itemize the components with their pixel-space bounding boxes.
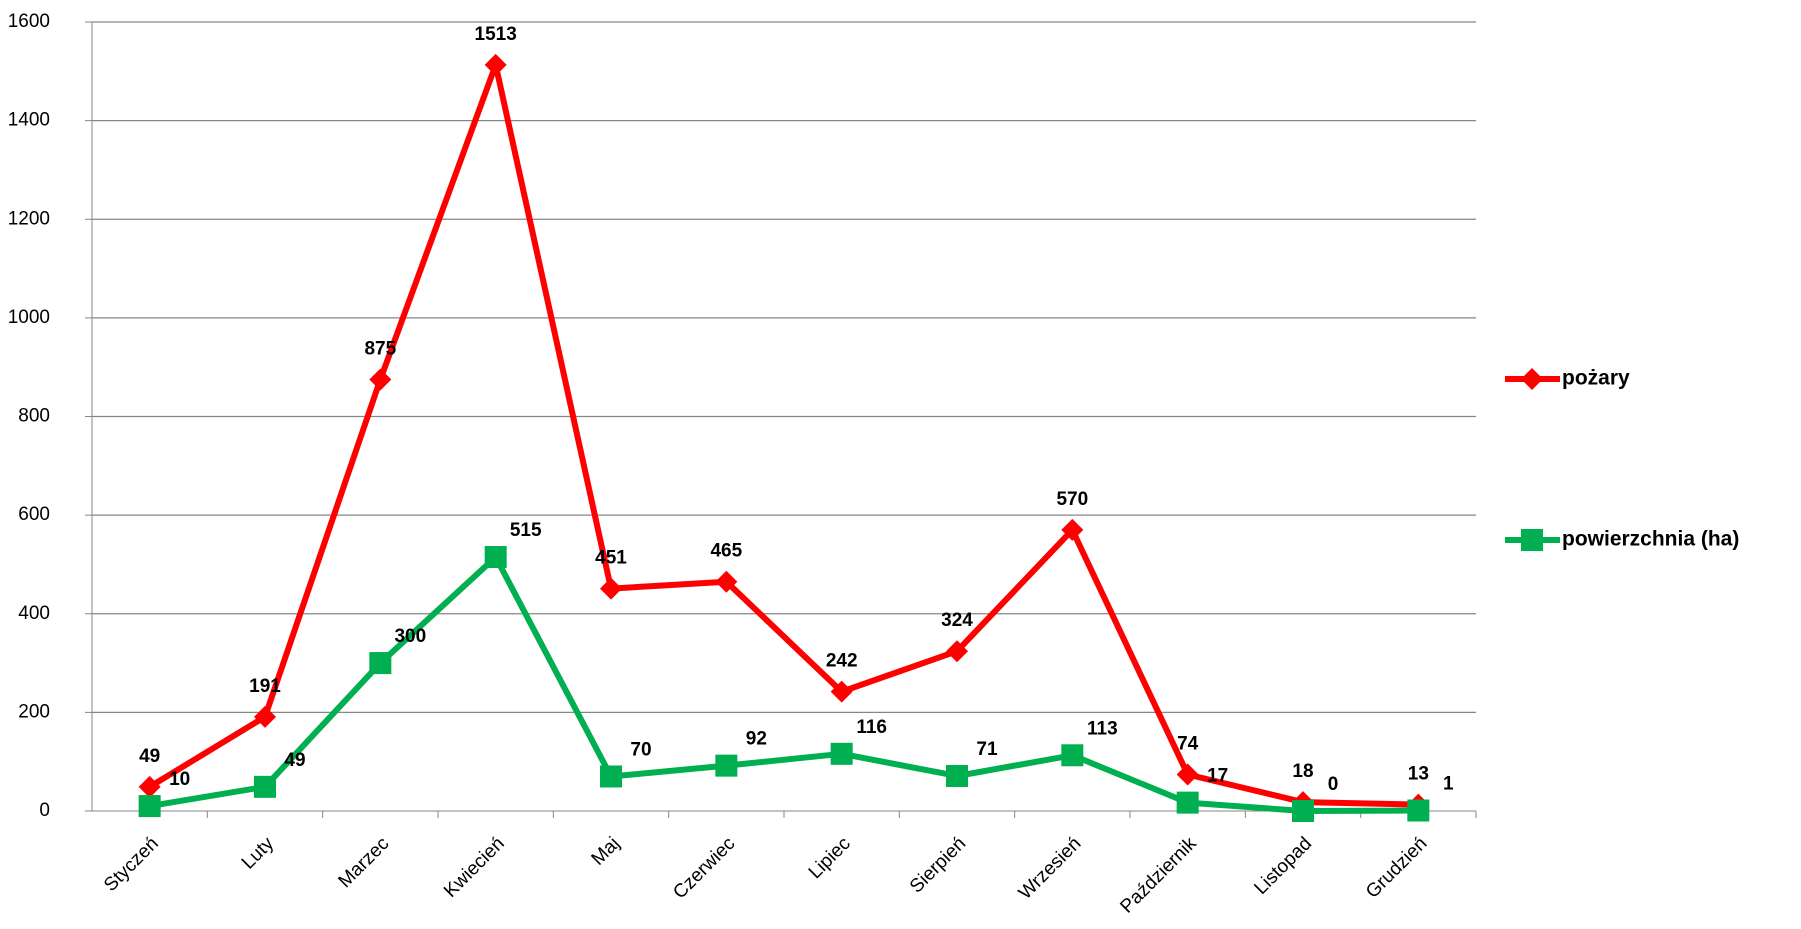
data-label: 116 (856, 717, 887, 738)
x-tick-label: Kwiecień (440, 833, 509, 902)
data-point (1521, 529, 1543, 551)
data-label: 1 (1443, 774, 1454, 795)
y-tick-label: 1200 (8, 208, 50, 229)
x-tick-label: Styczeń (100, 833, 163, 896)
x-tick-label: Wrzesień (1015, 833, 1086, 904)
data-point (254, 705, 276, 728)
data-label: 70 (630, 739, 651, 760)
data-point (600, 577, 622, 600)
data-point (138, 795, 161, 818)
data-label: 875 (364, 339, 396, 360)
data-label: 49 (284, 750, 305, 771)
data-point (715, 754, 738, 777)
line (148, 61, 1419, 808)
x-tick-label: Listopad (1250, 833, 1316, 899)
data-label: 242 (826, 651, 858, 672)
data-label: 465 (710, 541, 742, 562)
data-label: 324 (941, 610, 973, 631)
data-label: 191 (249, 676, 281, 697)
x-tick-label: Grudzień (1362, 833, 1431, 902)
data-point (1061, 744, 1084, 767)
x-tick-label: Luty (238, 833, 279, 874)
data-label: 13 (1408, 764, 1429, 785)
data-point (484, 53, 507, 76)
data-point (138, 775, 161, 798)
x-tick-label: Maj (588, 833, 625, 870)
data-label: 570 (1056, 489, 1088, 510)
y-tick-label: 600 (18, 504, 50, 525)
data-point (830, 742, 853, 765)
x-tick-label: Sierpień (906, 833, 970, 897)
y-tick-label: 400 (18, 603, 50, 624)
data-point (1292, 800, 1314, 822)
data-label: 1513 (475, 24, 517, 45)
data-label: 0 (1328, 774, 1339, 795)
data-point (1521, 368, 1543, 390)
x-tick-label: Marzec (335, 833, 394, 892)
data-point (369, 652, 392, 675)
data-point (600, 765, 622, 788)
data-label: 451 (595, 548, 627, 569)
x-tick-label: Czerwiec (669, 833, 739, 903)
data-label: 515 (510, 520, 542, 541)
y-tick-label: 1400 (8, 110, 50, 131)
data-label: 300 (394, 626, 426, 647)
data-label: 10 (169, 769, 190, 790)
data-point (254, 775, 276, 798)
data-label: 18 (1292, 761, 1313, 782)
data-label: 113 (1087, 718, 1118, 739)
data-point (369, 368, 392, 391)
data-point (715, 570, 738, 593)
y-tick-label: 800 (18, 406, 50, 427)
data-label: 92 (746, 729, 767, 750)
data-label: 49 (139, 746, 160, 767)
y-tick-label: 200 (18, 701, 50, 722)
y-tick-label: 1600 (8, 11, 50, 32)
data-label: 17 (1207, 766, 1228, 787)
data-point (1061, 518, 1084, 541)
y-tick-label: 1000 (8, 307, 50, 328)
data-point (1407, 799, 1430, 822)
y-tick-label: 0 (39, 800, 50, 821)
data-point (1176, 791, 1199, 814)
data-label: 71 (976, 739, 998, 760)
data-point (1176, 763, 1199, 786)
data-point (946, 640, 968, 663)
data-label: 74 (1177, 734, 1199, 755)
data-point (830, 680, 853, 703)
x-tick-label: Październik (1116, 833, 1201, 918)
data-point (946, 764, 968, 787)
line (149, 554, 1419, 814)
legend-label: powierzchnia (ha) (1562, 528, 1739, 551)
x-tick-label: Lipiec (805, 833, 855, 883)
data-point (484, 546, 507, 569)
legend-label: pożary (1562, 367, 1630, 390)
